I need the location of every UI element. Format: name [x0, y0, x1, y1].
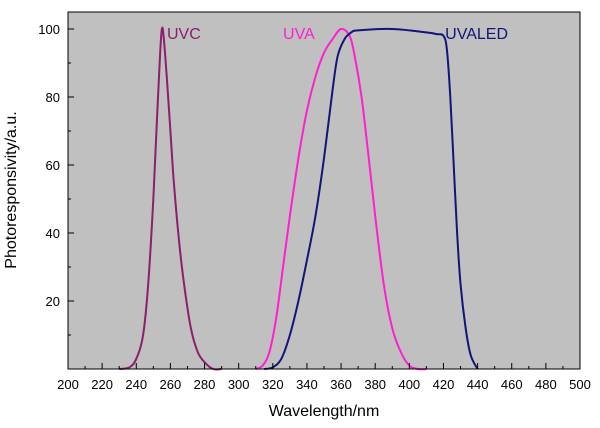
x-axis: 200 220 240 260 280 300 320 340 360 380 400 420 440 4… — [57, 363, 591, 392]
y-axis-label: Photoresponsivity/a.u. — [3, 111, 20, 268]
x-tick-label: 460 — [501, 377, 523, 392]
x-tick-label: 300 — [228, 377, 250, 392]
series-label-uvaled: UVALED — [445, 26, 508, 43]
x-tick-label: 440 — [467, 377, 489, 392]
x-tick-label: 380 — [364, 377, 386, 392]
y-tick-label: 20 — [46, 294, 60, 309]
series-line-uvc — [119, 26, 222, 371]
x-tick-label: 360 — [330, 377, 352, 392]
x-tick-label: 340 — [296, 377, 318, 392]
series-labels: UVC UVA UVALED — [167, 26, 508, 43]
x-tick-label: 400 — [398, 377, 420, 392]
y-tick-label: 60 — [46, 158, 60, 173]
x-tick-label: 220 — [91, 377, 113, 392]
y-tick-label: 100 — [38, 22, 60, 37]
series-line-uva — [255, 27, 427, 371]
x-tick-label: 280 — [194, 377, 216, 392]
x-tick-label: 420 — [433, 377, 455, 392]
series-layer — [119, 26, 479, 371]
x-tick-label: 320 — [262, 377, 284, 392]
series-label-uvc: UVC — [167, 26, 201, 43]
x-tick-label: 260 — [160, 377, 182, 392]
x-tick-label: 480 — [535, 377, 557, 392]
x-tick-label: 240 — [125, 377, 147, 392]
y-axis: 20 40 60 80 100 — [38, 22, 74, 336]
y-tick-label: 80 — [46, 90, 60, 105]
x-axis-label: Wavelength/nm — [269, 403, 380, 420]
y-tick-label: 40 — [46, 226, 60, 241]
x-tick-label: 500 — [569, 377, 591, 392]
x-tick-label: 200 — [57, 377, 79, 392]
series-label-uva: UVA — [283, 26, 315, 43]
series-line-uvaled — [264, 27, 479, 370]
